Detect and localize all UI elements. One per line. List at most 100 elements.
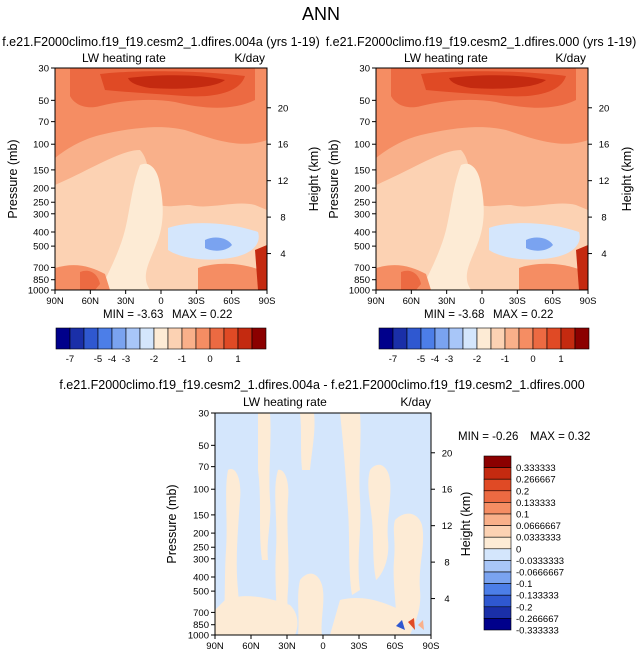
x-tick-label: 90S [423, 641, 440, 652]
colorbar-swatch [251, 327, 267, 350]
panel-2-contour-field [376, 68, 588, 290]
colorbar-tick-label: -4 [108, 354, 116, 365]
y-tick-label: 700 [354, 263, 370, 274]
colorbar-tick-label: -0.2 [516, 602, 532, 613]
colorbar-swatch [139, 327, 155, 350]
y-right-tick-label: 20 [599, 103, 610, 114]
y-tick-label: 300 [33, 209, 49, 220]
colorbar-swatch [483, 571, 512, 584]
x-tick-label: 0 [320, 641, 325, 652]
colorbar-swatch [483, 583, 512, 596]
colorbar-tick-label: 0 [207, 354, 212, 365]
colorbar-swatch [483, 490, 512, 503]
panel-3-y-axis-label-right: Height (km) [459, 492, 473, 557]
y-tick-label: 500 [33, 242, 49, 253]
colorbar-swatch [237, 327, 253, 350]
panel-3: f.e21.F2000climo.f19_f19.cesm2_1.dfires.… [59, 378, 590, 652]
colorbar-swatch [209, 327, 225, 350]
y-tick-label: 70 [38, 117, 49, 128]
colorbar-tick-label: -2 [150, 354, 158, 365]
colorbar-swatch [546, 327, 562, 350]
colorbar-swatch [55, 327, 71, 350]
colorbar-tick-label: 0 [530, 354, 535, 365]
y-right-tick-label: 16 [599, 140, 610, 151]
y-right-tick-label: 8 [280, 213, 285, 224]
x-tick-label: 0 [479, 296, 484, 307]
colorbar-tick-label: -3 [122, 354, 130, 365]
colorbar-swatch [574, 327, 590, 350]
panel-2-max-label: MAX = 0.22 [493, 309, 553, 321]
y-tick-label: 850 [193, 620, 209, 631]
y-tick-label: 250 [33, 198, 49, 209]
y-tick-label: 500 [193, 587, 209, 598]
y-right-tick-label: 16 [278, 140, 289, 151]
panel-1-y-axis-label-right: Height (km) [307, 147, 321, 212]
y-tick-label: 50 [359, 96, 370, 107]
colorbar-swatch [448, 327, 464, 350]
panel-3-colorbar [483, 455, 512, 631]
panel-1: f.e21.F2000climo.f19_f19.cesm2_1.dfires.… [2, 35, 321, 365]
colorbar-swatch [392, 327, 408, 350]
colorbar-swatch [83, 327, 99, 350]
y-tick-label: 150 [33, 165, 49, 176]
y-right-tick-label: 8 [444, 558, 449, 569]
colorbar-tick-label: -2 [473, 354, 481, 365]
colorbar-swatch [153, 327, 169, 350]
panel-3-min-label: MIN = -0.26 [458, 431, 518, 443]
colorbar-swatch [462, 327, 478, 350]
colorbar-swatch [69, 327, 85, 350]
y-tick-label: 200 [33, 184, 49, 195]
y-tick-label: 30 [198, 409, 209, 420]
colorbar-swatch [195, 327, 211, 350]
y-tick-label: 100 [33, 140, 49, 151]
panel-1-y-axis-label: Pressure (mb) [6, 139, 20, 218]
panel-2-units-label: K/day [555, 51, 586, 65]
y-tick-label: 850 [354, 275, 370, 286]
colorbar-swatch [483, 618, 512, 631]
colorbar-swatch [504, 327, 520, 350]
colorbar-swatch [483, 478, 512, 492]
x-tick-label: 0 [158, 296, 163, 307]
panel-1-colorbar-ticks: -7 -5 -4 -3 -2 -1 0 1 [66, 354, 241, 365]
colorbar-swatch [483, 560, 512, 573]
x-tick-label: 30N [438, 296, 456, 307]
y-tick-label: 850 [33, 275, 49, 286]
colorbar-tick-label: 0.0666667 [516, 521, 561, 532]
colorbar-tick-label: 0 [516, 544, 521, 555]
panel-2-variable-label: LW heating rate [404, 51, 488, 65]
colorbar-tick-label: 0.333333 [516, 463, 556, 474]
colorbar-swatch [483, 594, 512, 608]
colorbar-tick-label: 0.266667 [516, 475, 556, 486]
x-tick-label: 90N [46, 296, 64, 307]
colorbar-swatch [406, 327, 422, 350]
colorbar-swatch [483, 536, 512, 550]
y-right-tick-label: 20 [442, 448, 453, 459]
x-tick-label: 90N [206, 641, 224, 652]
colorbar-swatch [125, 327, 141, 350]
panel-2-colorbar-ticks: -7 -5 -4 -3 -2 -1 0 1 [389, 354, 564, 365]
x-tick-label: 60S [544, 296, 561, 307]
x-tick-label: 30S [188, 296, 205, 307]
y-right-tick-label: 12 [599, 176, 610, 187]
colorbar-swatch [560, 327, 576, 350]
colorbar-swatch [167, 327, 183, 350]
panel-3-x-ticks: 90N 60N 30N 0 30S 60S 90S [206, 635, 439, 652]
panel-3-y-axis-label: Pressure (mb) [165, 484, 179, 563]
colorbar-tick-label: -1 [178, 354, 186, 365]
x-tick-label: 30S [351, 641, 368, 652]
colorbar-swatch [483, 606, 512, 619]
colorbar-tick-label: 0.133333 [516, 498, 556, 509]
colorbar-tick-label: 0.2 [516, 486, 529, 497]
colorbar-swatch [223, 327, 239, 350]
colorbar-swatch [483, 455, 512, 468]
colorbar-tick-label: -0.133333 [516, 591, 559, 602]
panel-1-y-ticks-right: 20 16 12 8 4 [267, 103, 288, 260]
y-right-tick-label: 8 [601, 213, 606, 224]
panel-1-min-label: MIN = -3.63 [103, 309, 163, 321]
panel-3-colorbar-ticks: 0.3333330.2666670.20.1333330.10.06666670… [516, 463, 564, 636]
y-tick-label: 400 [354, 227, 370, 238]
colorbar-tick-label: -1 [501, 354, 509, 365]
